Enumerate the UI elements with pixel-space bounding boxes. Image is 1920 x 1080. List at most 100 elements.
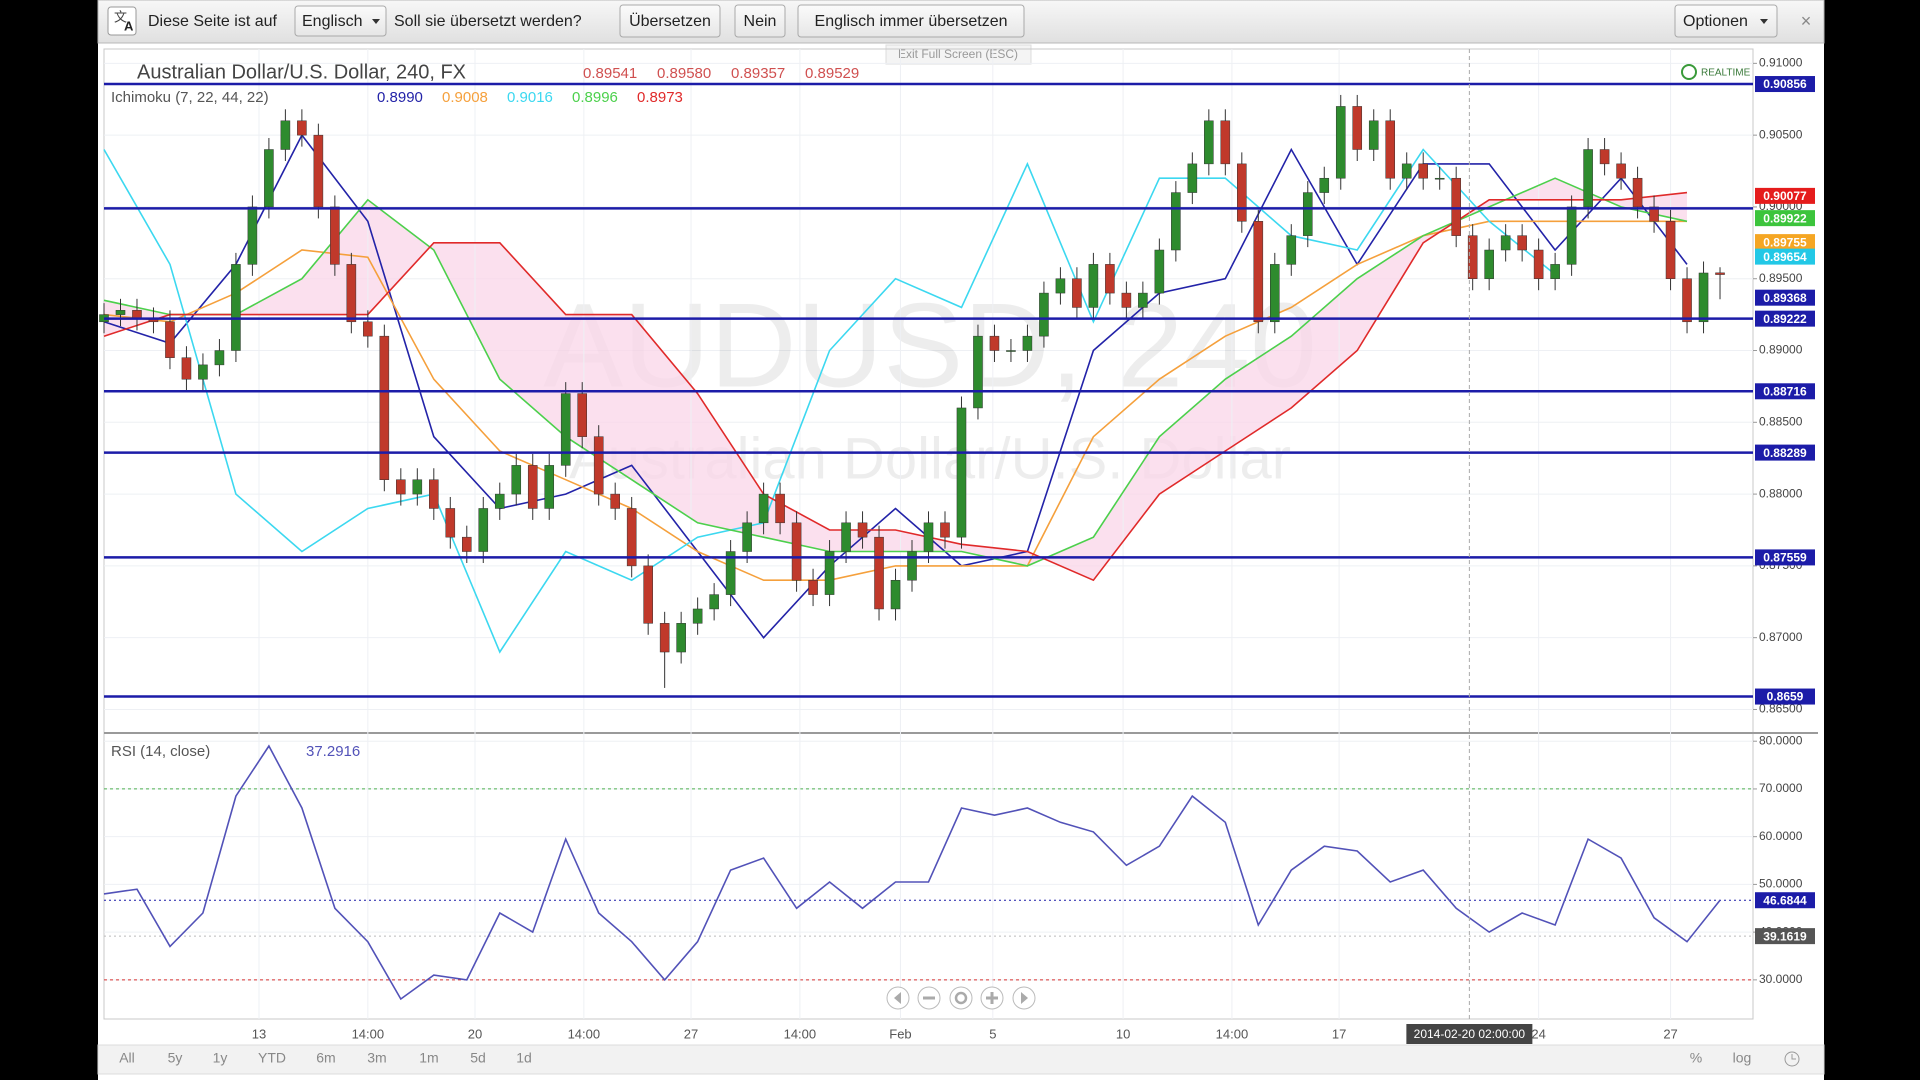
close-bar[interactable]: × bbox=[1801, 11, 1812, 31]
range-button[interactable]: 1d bbox=[516, 1050, 532, 1066]
candle-body bbox=[1072, 278, 1082, 308]
options-label[interactable]: Optionen bbox=[1683, 13, 1748, 30]
level-tag-bg bbox=[1755, 444, 1815, 461]
candle-body bbox=[280, 120, 291, 150]
translate-button[interactable] bbox=[619, 4, 721, 38]
price-tag-bg bbox=[1755, 210, 1815, 227]
rsi-title: RSI (14, close) bbox=[111, 743, 210, 760]
candle-body bbox=[346, 264, 357, 323]
nav-icon bbox=[1021, 992, 1028, 1004]
candle-body bbox=[1533, 249, 1544, 279]
price-tag-bg bbox=[1755, 187, 1815, 204]
no-button[interactable] bbox=[734, 4, 786, 38]
percent-toggle[interactable]: % bbox=[1690, 1050, 1702, 1066]
candle-body bbox=[313, 134, 324, 208]
range-button[interactable]: 6m bbox=[316, 1050, 335, 1066]
candle-body bbox=[692, 608, 703, 624]
x-tick-label: 14:00 bbox=[1216, 1026, 1249, 1041]
exit-fullscreen-box[interactable] bbox=[885, 44, 1032, 65]
language-dropdown-label[interactable]: Englisch bbox=[302, 13, 362, 30]
rsi-tag-bg bbox=[1755, 928, 1815, 945]
candle-body bbox=[1121, 292, 1132, 308]
ichimoku-line bbox=[103, 177, 1688, 567]
options-button[interactable] bbox=[1674, 4, 1778, 38]
range-button[interactable]: 5d bbox=[470, 1050, 486, 1066]
x-tick-label: 14:00 bbox=[568, 1026, 601, 1041]
x-tick-label: 5 bbox=[989, 1026, 996, 1041]
level-tag: 0.8659 bbox=[1767, 690, 1804, 704]
x-tick-label: 13 bbox=[252, 1026, 266, 1041]
ohlc-value: 0.89357 bbox=[731, 65, 785, 82]
crosshair-label: 2014-02-20 02:00:00 bbox=[1414, 1027, 1526, 1041]
x-tick-label: 14:00 bbox=[352, 1026, 385, 1041]
candle-body bbox=[560, 393, 571, 466]
always-translate-label[interactable]: Englisch immer übersetzen bbox=[815, 13, 1008, 30]
always-translate-button[interactable] bbox=[797, 4, 1025, 38]
range-button[interactable]: 1y bbox=[213, 1050, 228, 1066]
price-tag: 0.89755 bbox=[1763, 235, 1807, 249]
range-button[interactable]: 3m bbox=[367, 1050, 386, 1066]
candle-body bbox=[412, 479, 423, 495]
candle-body bbox=[1154, 249, 1165, 294]
price-tag-bg bbox=[1755, 289, 1815, 306]
candle-body bbox=[725, 551, 736, 595]
candle-body bbox=[1253, 221, 1264, 323]
y-tick-label: 0.91000 bbox=[1759, 56, 1803, 70]
candle-body bbox=[396, 479, 406, 495]
ohlc-value: 0.89529 bbox=[805, 65, 859, 82]
price-tag: 0.89654 bbox=[1763, 250, 1807, 264]
exit-fullscreen[interactable]: Exit Full Screen (ESC) bbox=[898, 47, 1018, 61]
candle-body bbox=[1599, 149, 1610, 165]
y-tick-label: 0.88500 bbox=[1759, 414, 1803, 428]
x-tick-label: 27 bbox=[1663, 1026, 1677, 1041]
no-button-label[interactable]: Nein bbox=[744, 13, 777, 30]
candle-body bbox=[923, 522, 934, 552]
level-tag: 0.88289 bbox=[1763, 446, 1807, 460]
candle-body bbox=[1517, 235, 1527, 251]
range-button[interactable]: 1m bbox=[419, 1050, 438, 1066]
candle-body bbox=[494, 493, 505, 509]
candle-body bbox=[610, 493, 620, 509]
range-buttons: All 5y 1y YTD 6m 3m 1m 5d 1d bbox=[119, 1050, 532, 1066]
candle-body bbox=[676, 623, 686, 653]
clock-hands bbox=[1791, 1054, 1796, 1060]
candle-body bbox=[1286, 235, 1297, 265]
price-tag-bg bbox=[1755, 234, 1815, 251]
candle-body bbox=[1352, 106, 1363, 150]
rsi-tag: 39.1619 bbox=[1763, 929, 1807, 943]
level-tag-bg bbox=[1755, 383, 1815, 400]
level-tag: 0.90856 bbox=[1763, 77, 1807, 91]
candle-body bbox=[544, 465, 555, 509]
translate-icon-glyph: 文 bbox=[114, 9, 127, 24]
x-tick-label: 10 bbox=[1116, 1026, 1130, 1041]
y-tick-label: 0.89500 bbox=[1759, 271, 1803, 285]
candle-body bbox=[379, 335, 390, 480]
range-button[interactable]: YTD bbox=[258, 1050, 286, 1066]
candle-body bbox=[1385, 120, 1396, 179]
candle-body bbox=[1302, 192, 1313, 236]
translate-button-label[interactable]: Übersetzen bbox=[629, 12, 711, 30]
candle-body bbox=[973, 335, 983, 409]
y-tick-label: 0.87000 bbox=[1759, 630, 1803, 644]
tags-layer: Australian Dollar/U.S. Dollar, 240, FX 0.… bbox=[111, 49, 1815, 1044]
marks-layer bbox=[99, 82, 1753, 1001]
y-tick-label: 0.90500 bbox=[1759, 127, 1803, 141]
range-button[interactable]: All bbox=[119, 1050, 135, 1066]
clock-icon[interactable] bbox=[1784, 1051, 1800, 1067]
candle-body bbox=[1088, 264, 1099, 308]
candle-body bbox=[1401, 163, 1412, 179]
nav-reset[interactable] bbox=[949, 986, 973, 1010]
candle-body bbox=[907, 551, 917, 581]
candle-body bbox=[593, 436, 604, 495]
log-toggle[interactable]: log bbox=[1733, 1050, 1752, 1066]
candle-body bbox=[890, 579, 901, 610]
candle-body bbox=[1649, 206, 1659, 222]
candle-body bbox=[1715, 272, 1725, 275]
candle-body bbox=[1039, 292, 1049, 337]
candle-body bbox=[264, 149, 274, 208]
candle-body bbox=[1682, 278, 1692, 323]
language-dropdown[interactable] bbox=[294, 5, 387, 37]
dropdown-arrow bbox=[1760, 19, 1768, 24]
range-button[interactable]: 5y bbox=[168, 1050, 183, 1066]
candle-body bbox=[527, 465, 538, 509]
